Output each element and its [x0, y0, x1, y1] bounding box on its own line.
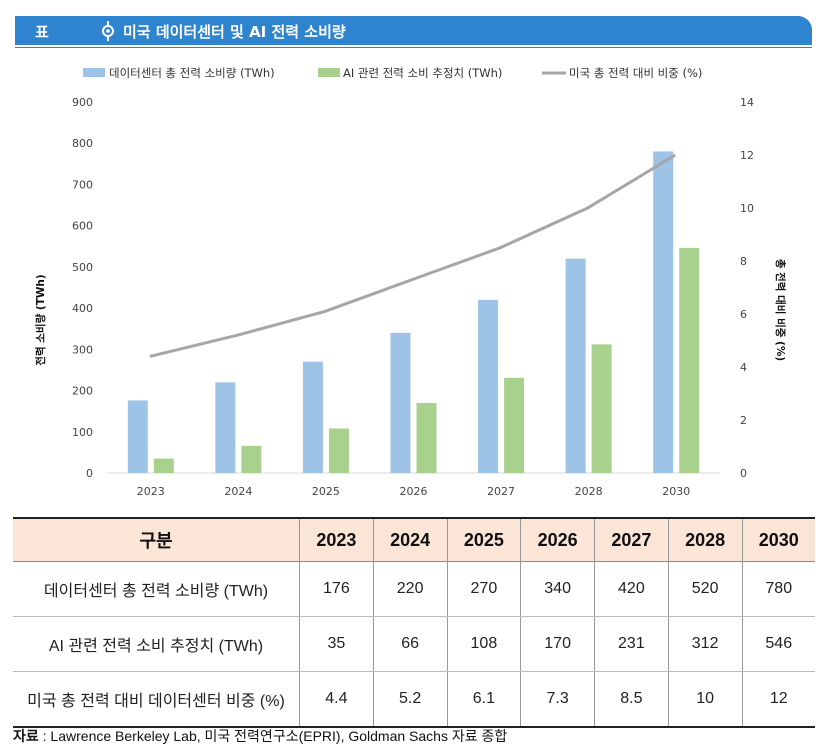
bar-ai-2024	[241, 445, 262, 473]
x-tick-label: 2028	[575, 485, 603, 498]
y2-tick-label: 14	[740, 96, 754, 109]
table-cell: 12	[741, 671, 815, 728]
x-tick-label: 2024	[224, 485, 252, 498]
y2-tick-label: 10	[740, 202, 754, 215]
y-tick-label: 900	[72, 96, 93, 109]
table-cell: 176	[299, 561, 374, 617]
legend-swatch-ai	[318, 68, 340, 77]
table-cell: 220	[372, 561, 447, 617]
header-cell-2025: 2025	[446, 517, 521, 562]
table-row: 데이터센터 총 전력 소비량 (TWh) 176 220 270 340 420…	[13, 561, 815, 617]
source-note: 자료 : Lawrence Berkeley Lab, 미국 전력연구소(EPR…	[13, 726, 507, 746]
y-tick-label: 800	[72, 137, 93, 150]
y-axis-title: 전력 소비량 (TWh)	[34, 274, 47, 365]
table-cell: 108	[446, 616, 521, 672]
table-cell: 4.4	[299, 671, 374, 728]
table-cell: 5.2	[372, 671, 447, 728]
bar-series	[127, 151, 700, 473]
share-line	[149, 153, 676, 358]
table-cell: 7.3	[520, 671, 595, 728]
y2-axis-title: 총 전력 대비 비중 (%)	[774, 259, 787, 361]
x-tick-label: 2025	[312, 485, 340, 498]
bar-datacenter-2023	[127, 400, 148, 473]
bar-datacenter-2027	[478, 299, 499, 473]
row-label: 데이터센터 총 전력 소비량 (TWh)	[13, 561, 300, 617]
y2-tick-label: 2	[740, 414, 747, 427]
x-tick-label: 2026	[400, 485, 428, 498]
table-cell: 66	[372, 616, 447, 672]
x-tick-label: 2023	[137, 485, 165, 498]
y2-tick-label: 4	[740, 361, 747, 374]
row-label: 미국 총 전력 대비 데이터센터 비중 (%)	[13, 671, 300, 728]
table-cell: 35	[299, 616, 374, 672]
bar-datacenter-2028	[565, 258, 586, 473]
combo-chart: 데이터센터 총 전력 소비량 (TWh) AI 관련 전력 소비 추정치 (TW…	[34, 66, 787, 498]
legend-label-datacenter: 데이터센터 총 전력 소비량 (TWh)	[109, 66, 275, 80]
table-cell: 780	[741, 561, 815, 617]
legend-swatch-datacenter	[83, 68, 105, 77]
bar-ai-2027	[504, 377, 525, 473]
title-underline	[15, 47, 812, 48]
title-bar: 표 미국 데이터센터 및 AI 전력 소비량	[15, 16, 812, 45]
bar-datacenter-2025	[302, 361, 323, 473]
legend-label-share: 미국 총 전력 대비 비중 (%)	[569, 66, 702, 80]
y-tick-label: 600	[72, 220, 93, 233]
table-row: AI 관련 전력 소비 추정치 (TWh) 35 66 108 170 231 …	[13, 616, 815, 672]
row-label: AI 관련 전력 소비 추정치 (TWh)	[13, 616, 300, 672]
table-cell: 520	[667, 561, 742, 617]
table-row: 미국 총 전력 대비 데이터센터 비중 (%) 4.4 5.2 6.1 7.3 …	[13, 671, 815, 728]
table-cell: 8.5	[594, 671, 669, 728]
bar-datacenter-2026	[390, 332, 411, 473]
x-axis: 2023 2024 2025 2026 2027 2028 2030	[137, 485, 690, 498]
legend-label-ai: AI 관련 전력 소비 추정치 (TWh)	[343, 66, 502, 80]
bar-datacenter-2024	[215, 382, 236, 473]
source-label: 자료	[13, 728, 39, 744]
source-text: : Lawrence Berkeley Lab, 미국 전력연구소(EPRI),…	[38, 728, 508, 744]
page-title: 미국 데이터센터 및 AI 전력 소비량	[123, 23, 346, 41]
y-tick-label: 400	[72, 302, 93, 315]
table-cell: 10	[667, 671, 742, 728]
data-table: 구분 2023 2024 2025 2026 2027 2028 2030 데이…	[13, 517, 815, 728]
bar-ai-2023	[153, 458, 174, 473]
header-cell-2028: 2028	[667, 517, 742, 562]
table-cell: 170	[520, 616, 595, 672]
table-cell: 340	[520, 561, 595, 617]
table-label: 표	[35, 23, 49, 41]
header-cell-2027: 2027	[594, 517, 669, 562]
table-cell: 312	[667, 616, 742, 672]
y2-tick-label: 6	[740, 308, 747, 321]
header-cell-2030: 2030	[741, 517, 815, 562]
bar-ai-2030	[679, 247, 700, 473]
header-cell-2023: 2023	[299, 517, 374, 562]
table-cell: 270	[446, 561, 521, 617]
table-cell: 420	[594, 561, 669, 617]
y2-tick-label: 0	[740, 467, 747, 480]
bar-ai-2026	[416, 402, 437, 473]
header-cell-2026: 2026	[520, 517, 595, 562]
y-axis-left: 0 100 200 300 400 500 600 700 800 900	[72, 96, 93, 480]
bar-datacenter-2030	[653, 151, 674, 473]
x-tick-label: 2030	[662, 485, 690, 498]
marker-icon	[102, 21, 114, 41]
table-cell: 231	[594, 616, 669, 672]
y-tick-label: 0	[86, 467, 93, 480]
bar-ai-2028	[591, 344, 612, 473]
header-cell-2024: 2024	[372, 517, 447, 562]
table-cell: 546	[741, 616, 815, 672]
table-cell: 6.1	[446, 671, 521, 728]
x-tick-label: 2027	[487, 485, 515, 498]
chart-legend: 데이터센터 총 전력 소비량 (TWh) AI 관련 전력 소비 추정치 (TW…	[83, 66, 702, 80]
header-cell-category: 구분	[13, 517, 300, 562]
table-header-row: 구분 2023 2024 2025 2026 2027 2028 2030	[13, 517, 815, 562]
y-axis-right: 0 2 4 6 8 10 12 14	[740, 96, 754, 480]
y2-tick-label: 12	[740, 149, 754, 162]
y-tick-label: 100	[72, 426, 93, 439]
y-tick-label: 500	[72, 261, 93, 274]
bar-ai-2025	[328, 428, 349, 473]
y-tick-label: 200	[72, 385, 93, 398]
y-tick-label: 300	[72, 343, 93, 356]
y-tick-label: 700	[72, 178, 93, 191]
y2-tick-label: 8	[740, 255, 747, 268]
